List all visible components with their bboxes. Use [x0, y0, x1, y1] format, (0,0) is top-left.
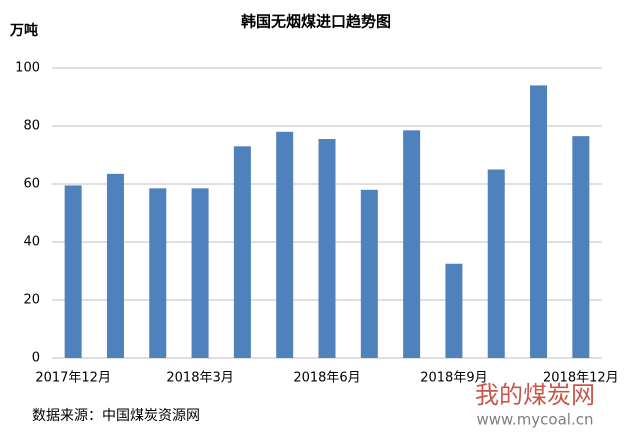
x-tick-label: 2018年9月: [420, 371, 487, 386]
bar: [445, 263, 463, 358]
bar: [149, 188, 167, 358]
bar: [106, 173, 124, 358]
y-tick-label: 80: [23, 119, 40, 134]
bar: [233, 146, 251, 358]
bar: [191, 188, 209, 358]
watermark-url: www.mycoal.cn: [477, 411, 594, 429]
x-tick-label: 2018年12月: [543, 371, 619, 386]
x-tick-label: 2018年6月: [293, 371, 360, 386]
watermark-name: 我的煤炭网: [475, 381, 595, 409]
x-tick-label: 2017年12月: [35, 371, 111, 386]
bar: [64, 185, 82, 358]
y-tick-label: 0: [32, 351, 40, 366]
bar: [530, 85, 548, 359]
y-tick-label: 100: [15, 61, 40, 76]
x-tick-label: 2018年3月: [166, 371, 233, 386]
y-tick-label: 60: [23, 177, 40, 192]
y-axis-label: 万吨: [9, 22, 38, 39]
bar: [487, 169, 505, 358]
chart-title: 韩国无烟煤进口趋势图: [241, 13, 391, 31]
y-tick-label: 40: [23, 235, 40, 250]
bar: [276, 131, 294, 358]
bar: [360, 189, 378, 358]
y-tick-label: 20: [23, 293, 40, 308]
bar: [572, 136, 590, 358]
bar: [318, 139, 336, 358]
bar: [403, 130, 421, 358]
source-note: 数据来源：中国煤炭资源网: [32, 408, 200, 424]
